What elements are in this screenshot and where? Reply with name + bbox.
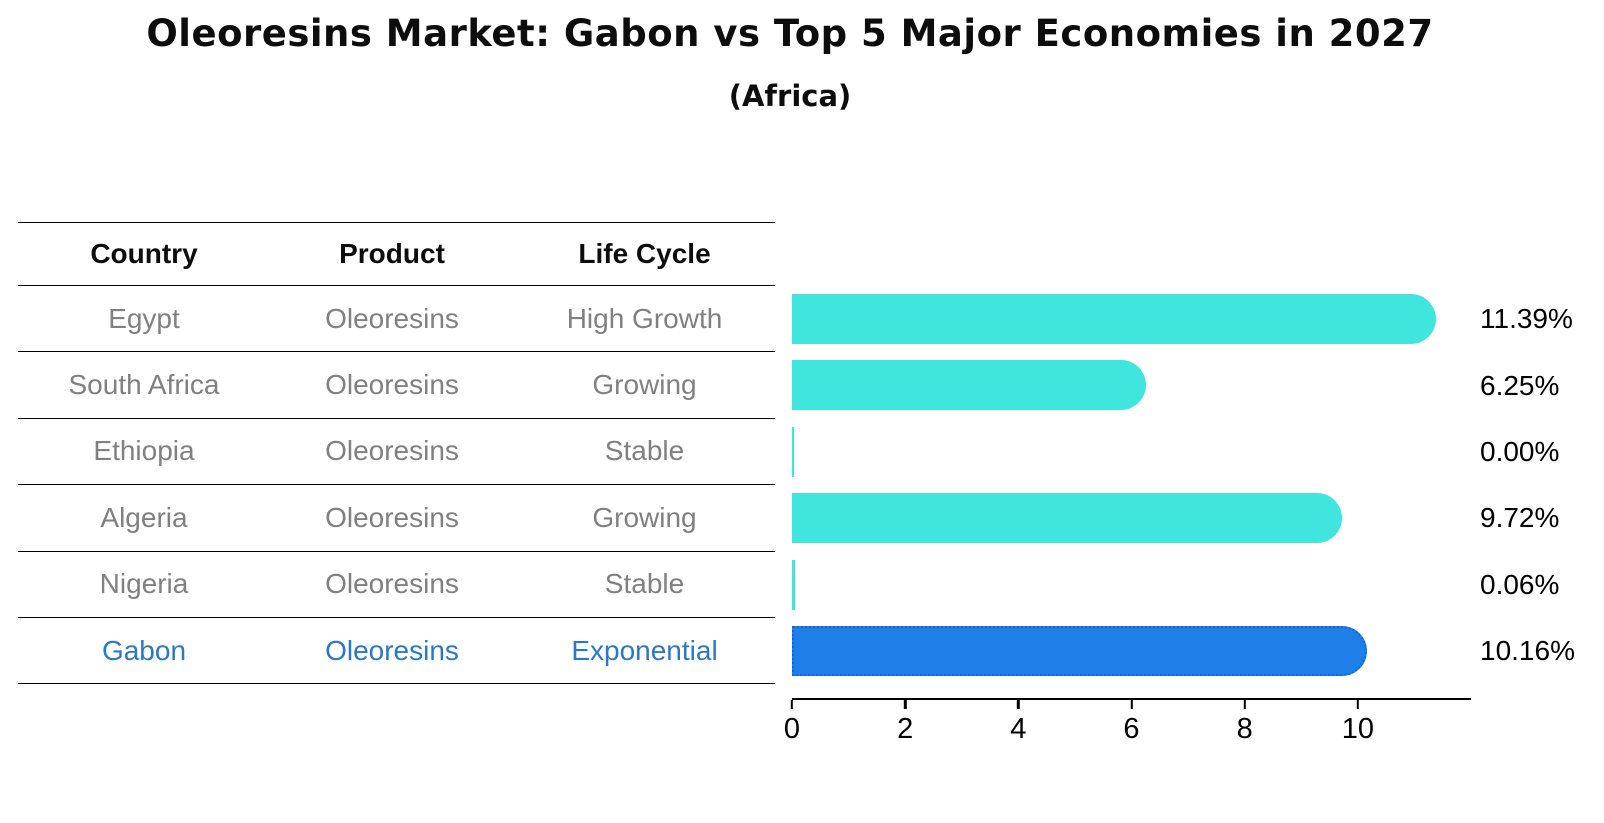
table-row: Algeria Oleoresins Growing [18, 485, 775, 552]
table-cell-country: Nigeria [99, 568, 189, 600]
table-cell-life-cycle: Exponential [571, 634, 718, 666]
bar-value-label: 6.25% [1480, 369, 1560, 401]
table-cell-product: Oleoresins [325, 369, 459, 401]
table-cell-life-cycle: Stable [604, 435, 685, 467]
table-cell-country: Ethiopia [93, 435, 195, 467]
x-axis-tick [903, 700, 907, 709]
table-cell-product: Oleoresins [325, 435, 459, 467]
table-cell-life-cycle: Growing [592, 369, 697, 401]
x-axis-tick [790, 700, 794, 709]
bar-gabon [792, 626, 1367, 676]
x-axis-tick-label: 8 [1236, 713, 1253, 745]
table-cell-life-cycle: High Growth [566, 302, 723, 334]
table-row-gabon: Gabon Oleoresins Exponential [18, 618, 775, 685]
bar-chart: 11.39% 6.25% 0.00% 9.72% 0.06% 10.16% 0 … [784, 286, 1604, 766]
bar-algeria [792, 493, 1342, 544]
table-row: Nigeria Oleoresins Stable [18, 552, 775, 618]
table-header-country: Country [90, 238, 198, 269]
page-subtitle: (Africa) [728, 79, 852, 113]
table-header-product: Product [339, 238, 445, 269]
table-cell-country: Algeria [100, 501, 188, 533]
table-header-life-cycle: Life Cycle [578, 238, 711, 269]
x-axis-tick-label: 2 [897, 713, 914, 745]
bar-row-ethiopia: 0.00% [792, 419, 1604, 485]
bar-value-label: 0.00% [1480, 435, 1560, 467]
x-axis: 0 2 4 6 8 10 [784, 698, 1471, 756]
comparison-table: Country Product Life Cycle Egypt Oleores… [18, 222, 775, 685]
page-title: Oleoresins Market: Gabon vs Top 5 Major … [146, 12, 1434, 55]
table-header-row: Country Product Life Cycle [18, 223, 775, 286]
table-cell-country: Gabon [101, 634, 187, 666]
bar-row-nigeria: 0.06% [792, 552, 1604, 618]
table-row: South Africa Oleoresins Growing [18, 352, 775, 419]
bar-south-africa [792, 360, 1146, 411]
bar-value-label: 9.72% [1480, 502, 1560, 534]
bar-row-gabon: 10.16% [792, 618, 1604, 684]
bar-ethiopia [792, 426, 795, 477]
bar-row-south-africa: 6.25% [792, 352, 1604, 418]
x-axis-tick-label: 0 [783, 713, 801, 745]
table-cell-product: Oleoresins [325, 634, 459, 666]
table-cell-product: Oleoresins [325, 568, 459, 600]
x-axis-tick [1130, 700, 1133, 709]
bar-row-egypt: 11.39% [792, 286, 1604, 352]
x-axis-tick-label: 6 [1123, 713, 1140, 745]
x-axis-tick-label: 4 [1010, 713, 1027, 745]
table-cell-life-cycle: Growing [592, 501, 697, 533]
bar-value-label: 0.06% [1480, 568, 1560, 600]
x-axis-tick [1243, 700, 1246, 709]
x-axis-tick-label: 10 [1341, 713, 1374, 745]
bar-value-label: 11.39% [1480, 303, 1573, 335]
table-cell-life-cycle: Stable [604, 568, 685, 600]
table-cell-country: South Africa [68, 369, 220, 401]
x-axis-tick [1017, 700, 1020, 709]
bar-nigeria [792, 559, 796, 610]
table-row: Ethiopia Oleoresins Stable [18, 419, 775, 486]
bar-value-label: 10.16% [1480, 635, 1575, 667]
table-row: Egypt Oleoresins High Growth [18, 286, 775, 353]
table-cell-product: Oleoresins [325, 501, 459, 533]
bar-egypt [792, 294, 1437, 344]
table-cell-country: Egypt [108, 302, 180, 334]
bar-row-algeria: 9.72% [792, 485, 1604, 551]
table-cell-product: Oleoresins [325, 302, 459, 334]
x-axis-tick [1356, 700, 1360, 709]
